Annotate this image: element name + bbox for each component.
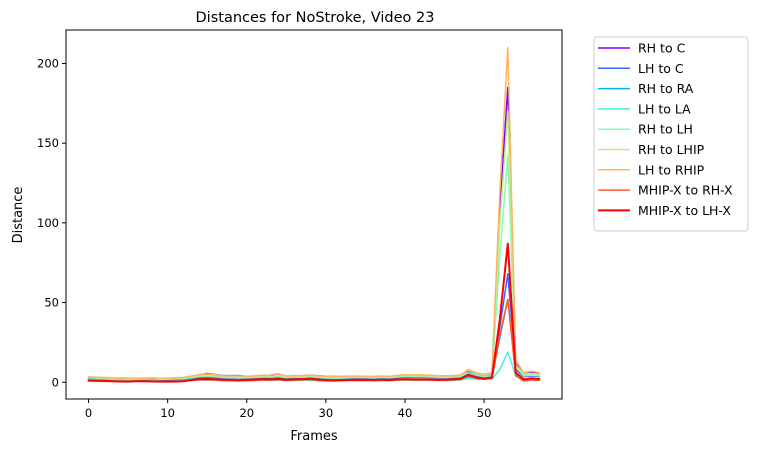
y-tick-label: 50 [44, 296, 59, 310]
series-layer [87, 46, 541, 383]
x-tick-label: 30 [319, 406, 334, 420]
x-tick-label: 10 [160, 406, 175, 420]
y-axis-label: Distance [11, 187, 26, 244]
series-line-5 [87, 155, 541, 381]
legend-label-1: RH to C [638, 41, 686, 56]
x-tick-label: 20 [239, 406, 254, 420]
y-tick-label: 0 [52, 375, 59, 389]
legend-frame [593, 36, 749, 232]
x-axis-ticks: 0 10 20 30 40 50 [85, 399, 492, 420]
legend-label-8: MHIP-X to RH-X [638, 183, 733, 198]
legend-label-2: LH to C [638, 61, 684, 76]
legend-items: RH to C LH to C RH to RA LH to LA RH to LH RH… [598, 41, 733, 218]
x-tick-label: 0 [85, 406, 92, 420]
legend-label-7: LH to RHIP [638, 162, 705, 177]
y-tick-label: 200 [37, 56, 59, 70]
y-axis-ticks: 0 50 100 150 200 [37, 56, 66, 389]
x-tick-label: 50 [477, 406, 492, 420]
legend-label-6: RH to LHIP [638, 142, 705, 157]
series-line-7 [87, 46, 541, 380]
x-tick-label: 40 [398, 406, 413, 420]
y-tick-label: 150 [37, 136, 59, 150]
legend-label-4: LH to LA [638, 101, 691, 116]
y-tick-label: 100 [37, 216, 59, 230]
legend: RH to C LH to C RH to RA LH to LA RH to LH RH… [593, 36, 749, 232]
legend-label-9: MHIP-X to LH-X [638, 203, 731, 218]
series-line-9 [87, 242, 541, 383]
chart-title: Distances for NoStroke, Video 23 [196, 10, 435, 26]
plot-frame [65, 29, 563, 400]
x-axis-label: Frames [290, 429, 338, 444]
legend-label-3: RH to RA [638, 81, 694, 96]
legend-label-5: RH to LH [638, 122, 693, 137]
